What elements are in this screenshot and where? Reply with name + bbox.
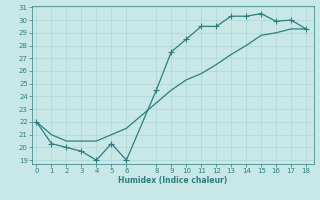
X-axis label: Humidex (Indice chaleur): Humidex (Indice chaleur) [118,176,228,185]
